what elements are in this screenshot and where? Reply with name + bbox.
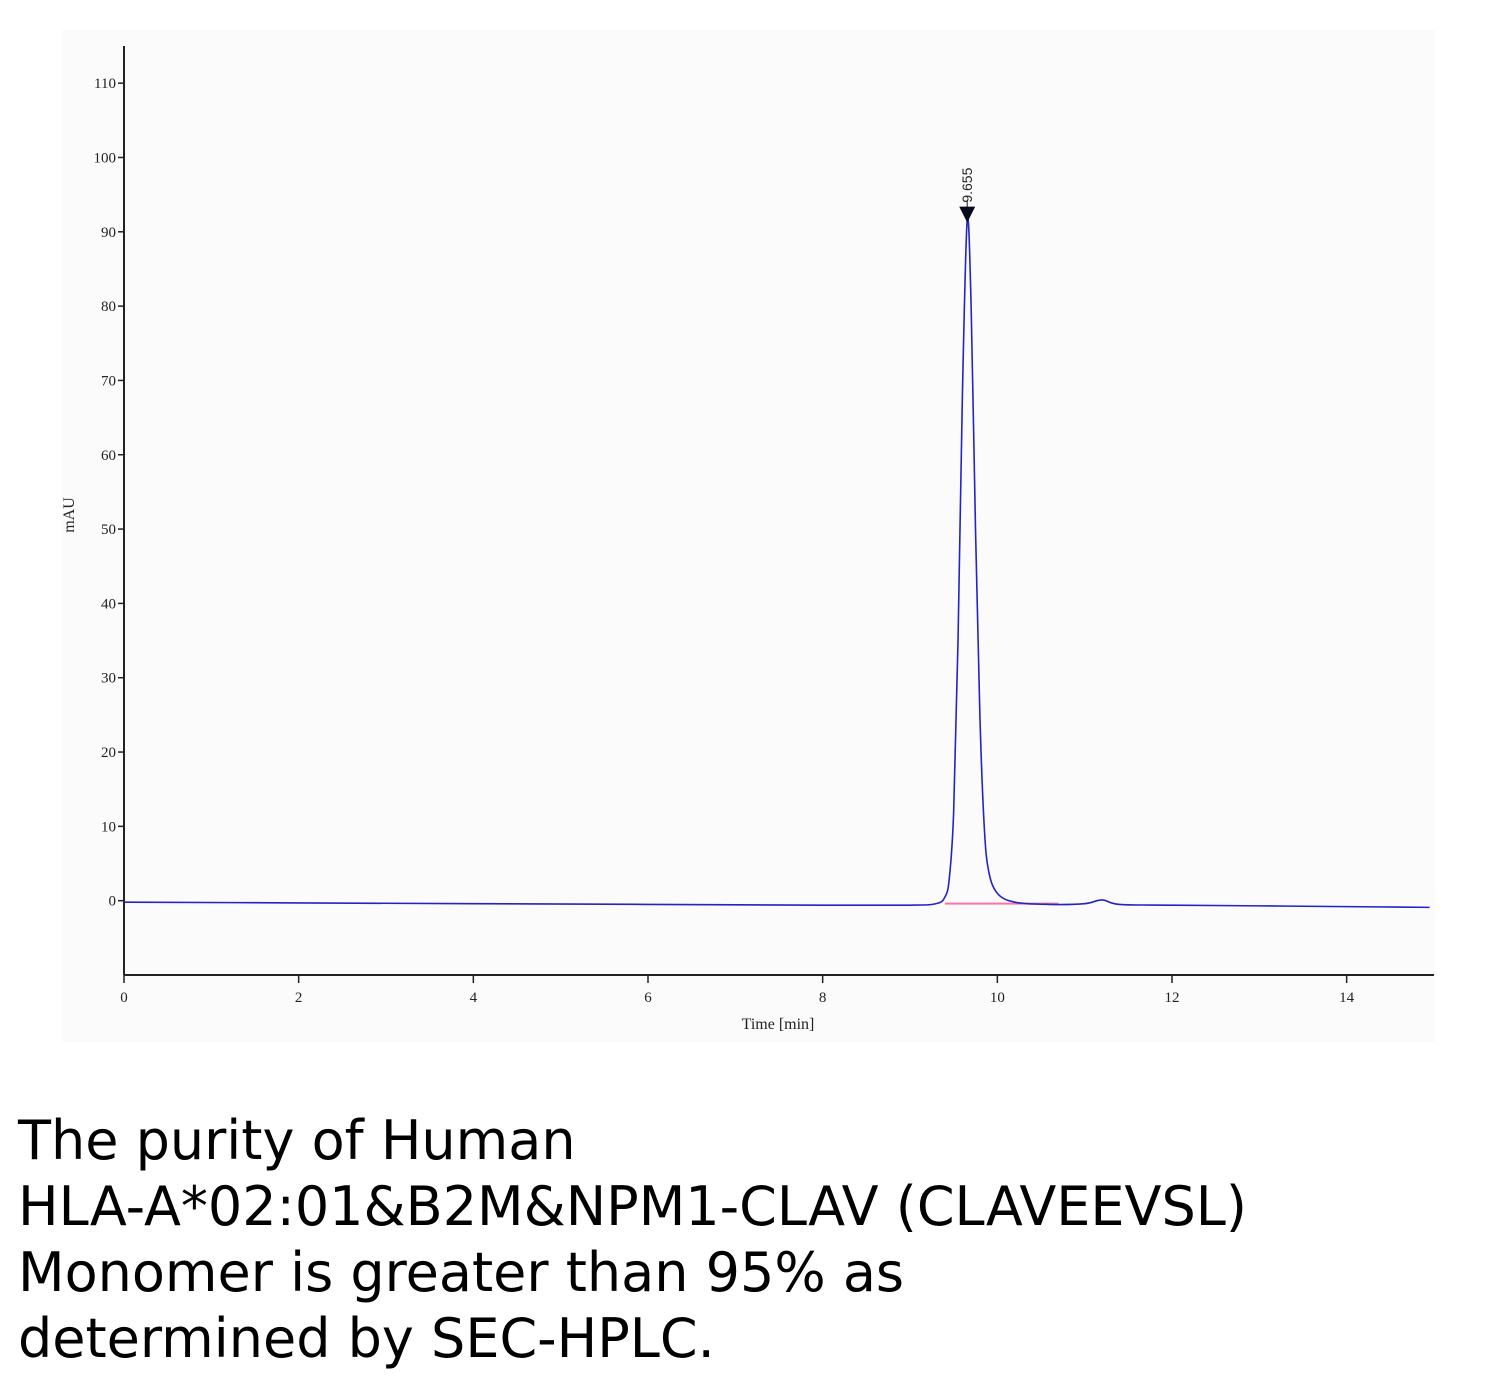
x-tick-label: 14 (1339, 990, 1355, 1006)
caption-line: The purity of Human (18, 1109, 576, 1172)
y-tick-label: 20 (101, 745, 116, 761)
x-tick-label: 12 (1165, 990, 1180, 1006)
y-tick-label: 60 (101, 448, 116, 464)
chromatogram-chart: 0 10 20 30 40 50 60 70 80 90 100 110 0 2 4 6 8 10 12 14 9.… (62, 46, 1434, 1033)
x-tick-label: 4 (470, 990, 478, 1006)
peak-label: 9.655 (959, 167, 975, 202)
x-axis-label: Time [min] (742, 1016, 815, 1033)
y-tick-label: 110 (94, 76, 116, 92)
caption-line: Monomer is greater than 95% as (18, 1241, 905, 1304)
y-tick-label: 70 (101, 373, 116, 389)
plot-content: 9.655 (123, 167, 1430, 909)
y-tick-label: 10 (101, 819, 116, 835)
x-tick-label: 0 (120, 990, 128, 1006)
y-tick-label: 80 (101, 299, 116, 315)
y-tick-label: 0 (109, 894, 117, 910)
caption-line: determined by SEC-HPLC. (18, 1307, 715, 1370)
peak-marker-triangle (959, 206, 976, 223)
chromatogram-trace (123, 217, 1430, 909)
y-tick-label: 100 (94, 150, 117, 166)
x-axis: 0 2 4 6 8 10 12 14 (120, 974, 1434, 1006)
caption: The purity of Human HLA-A*02:01&B2M&NPM1… (18, 1108, 1478, 1372)
x-tick-label: 10 (990, 990, 1005, 1006)
x-tick-label: 8 (819, 990, 827, 1006)
caption-line: HLA-A*02:01&B2M&NPM1-CLAV (CLAVEEVSL) (18, 1175, 1247, 1238)
x-tick-label: 2 (295, 990, 303, 1006)
y-axis-label: mAU (62, 497, 78, 533)
x-tick-label: 6 (644, 990, 652, 1006)
y-tick-label: 40 (101, 596, 116, 612)
y-axis: 0 10 20 30 40 50 60 70 80 90 100 110 (94, 46, 125, 975)
y-tick-label: 30 (101, 671, 116, 687)
y-tick-label: 50 (101, 522, 116, 538)
y-tick-label: 90 (101, 225, 116, 241)
chart-panel: 0 10 20 30 40 50 60 70 80 90 100 110 0 2 4 6 8 10 12 14 9.… (62, 30, 1435, 1042)
